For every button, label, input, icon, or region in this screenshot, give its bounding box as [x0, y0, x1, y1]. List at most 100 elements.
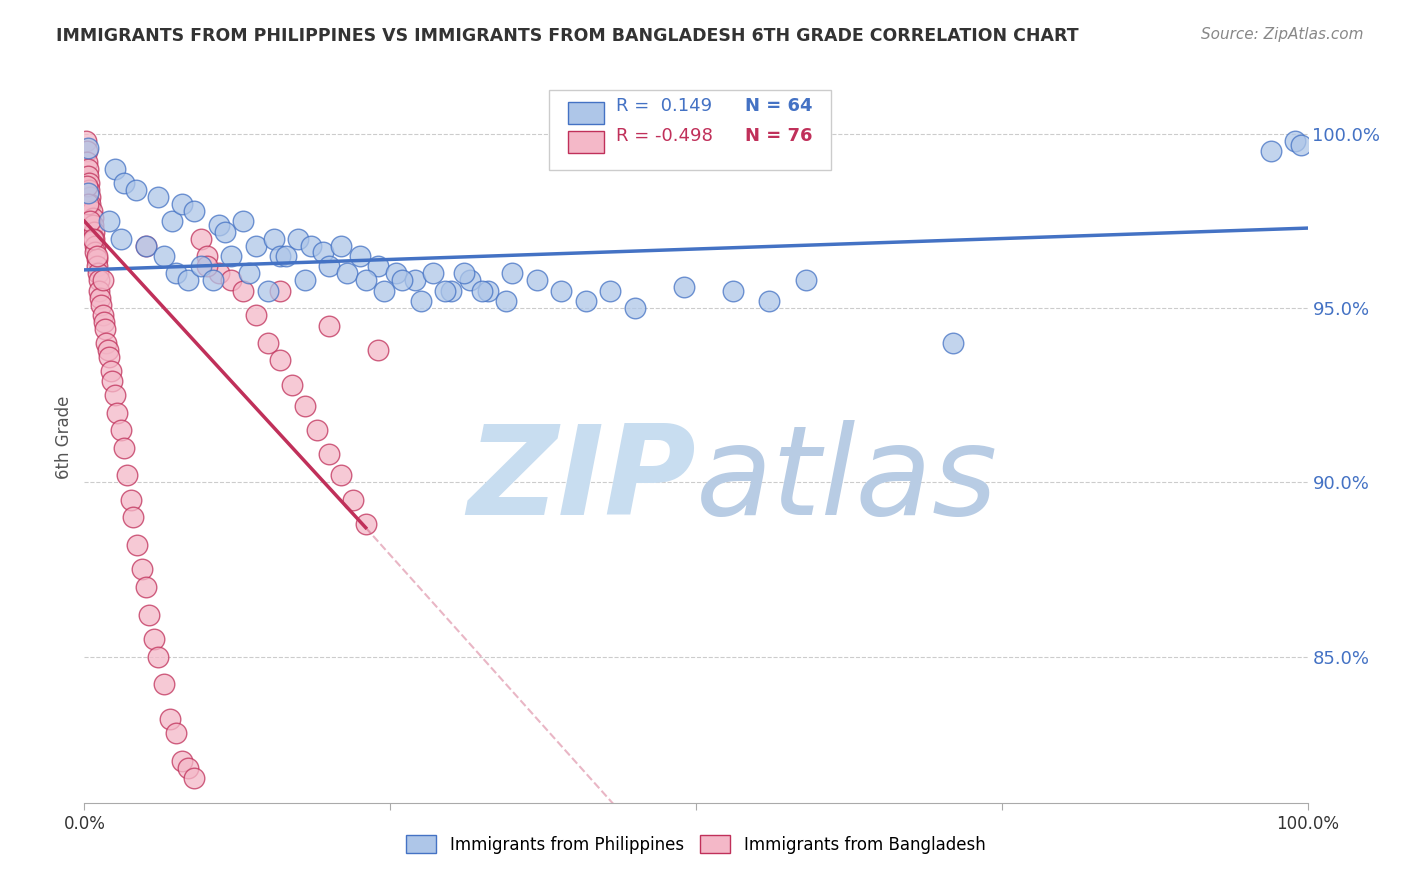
Point: [305, 423, 328, 437]
Point: [131, 562, 153, 576]
Point: [257, 336, 280, 351]
Point: [120, 492, 142, 507]
Point: [453, 266, 475, 280]
Point: [84, 238, 107, 252]
Text: atlas: atlas: [696, 420, 998, 541]
Bar: [568, 131, 605, 153]
Point: [86, 260, 108, 274]
Point: [172, 196, 194, 211]
Point: [195, 260, 218, 274]
Point: [101, 375, 124, 389]
Point: [318, 260, 340, 274]
Point: [245, 238, 267, 252]
Point: [97, 214, 120, 228]
Point: [79, 196, 101, 211]
Point: [367, 343, 389, 357]
Point: [76, 145, 98, 159]
Point: [294, 399, 316, 413]
Text: R =  0.149: R = 0.149: [616, 97, 713, 115]
Text: ZIP: ZIP: [467, 420, 696, 541]
Point: [172, 754, 194, 768]
Point: [219, 273, 242, 287]
Point: [214, 225, 236, 239]
Point: [794, 273, 817, 287]
Point: [135, 238, 157, 252]
Point: [76, 179, 98, 194]
Point: [125, 183, 148, 197]
Point: [201, 273, 224, 287]
Point: [83, 231, 105, 245]
Text: N = 64: N = 64: [745, 97, 813, 115]
Point: [477, 284, 499, 298]
Point: [94, 322, 117, 336]
Point: [257, 284, 280, 298]
Point: [409, 294, 432, 309]
Point: [299, 238, 322, 252]
Point: [84, 245, 107, 260]
Point: [91, 308, 114, 322]
Point: [183, 203, 205, 218]
Point: [294, 273, 316, 287]
Point: [93, 315, 115, 329]
Point: [165, 266, 187, 280]
Point: [367, 260, 389, 274]
Point: [385, 266, 408, 280]
Point: [434, 284, 457, 298]
Point: [82, 218, 104, 232]
Point: [77, 183, 100, 197]
Point: [495, 294, 517, 309]
Point: [526, 273, 548, 287]
Point: [122, 510, 145, 524]
Point: [165, 726, 187, 740]
Point: [599, 284, 621, 298]
Point: [354, 517, 377, 532]
Point: [146, 190, 169, 204]
Point: [330, 468, 353, 483]
Point: [80, 203, 103, 218]
Point: [245, 308, 267, 322]
Point: [318, 318, 340, 333]
Text: IMMIGRANTS FROM PHILIPPINES VS IMMIGRANTS FROM BANGLADESH 6TH GRADE CORRELATION : IMMIGRANTS FROM PHILIPPINES VS IMMIGRANT…: [56, 27, 1078, 45]
Y-axis label: 6th Grade: 6th Grade: [55, 395, 73, 479]
Point: [440, 284, 463, 298]
Point: [190, 260, 212, 274]
Point: [153, 677, 176, 691]
Point: [458, 273, 481, 287]
Point: [97, 350, 120, 364]
Point: [79, 190, 101, 204]
Point: [162, 214, 184, 228]
Point: [138, 607, 160, 622]
Text: N = 76: N = 76: [745, 127, 813, 145]
Point: [159, 712, 181, 726]
Point: [97, 343, 120, 357]
Point: [721, 284, 744, 298]
Point: [550, 284, 572, 298]
Point: [125, 538, 148, 552]
Point: [758, 294, 780, 309]
Point: [269, 284, 291, 298]
Point: [354, 273, 377, 287]
Point: [238, 266, 260, 280]
FancyBboxPatch shape: [550, 90, 831, 170]
Point: [177, 273, 200, 287]
Point: [86, 252, 108, 267]
Point: [146, 649, 169, 664]
Point: [77, 169, 100, 183]
Point: [112, 441, 135, 455]
Point: [89, 291, 111, 305]
Point: [208, 266, 231, 280]
Point: [153, 249, 176, 263]
Point: [75, 134, 97, 148]
Point: [672, 280, 695, 294]
Point: [232, 284, 254, 298]
Point: [263, 231, 285, 245]
Point: [373, 284, 395, 298]
Point: [232, 214, 254, 228]
Point: [208, 218, 231, 232]
Point: [91, 273, 114, 287]
Point: [82, 231, 104, 245]
Point: [1260, 145, 1282, 159]
Point: [87, 273, 110, 287]
Point: [135, 238, 157, 252]
Text: Source: ZipAtlas.com: Source: ZipAtlas.com: [1201, 27, 1364, 42]
